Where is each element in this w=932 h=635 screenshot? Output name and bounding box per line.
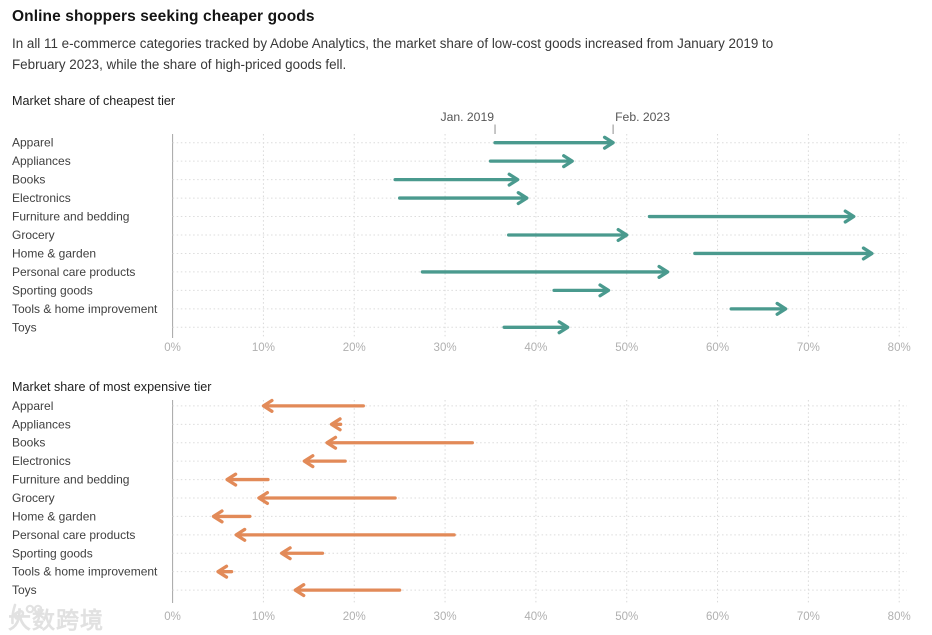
axis-tick-label: 20% — [343, 611, 366, 623]
category-label: Books — [12, 436, 45, 450]
trend-arrow-head — [257, 490, 270, 506]
category-label: Grocery — [12, 228, 55, 242]
axis-tick-label: 10% — [252, 611, 275, 623]
axis-tick-label: 60% — [706, 342, 729, 354]
trend-arrow-head — [516, 191, 529, 206]
trend-arrow-head — [557, 320, 570, 335]
trend-arrow-head — [562, 154, 574, 169]
trend-arrow-head — [302, 454, 315, 469]
chart-title-cheapest-tier: Market share of cheapest tier — [12, 94, 176, 108]
category-label: Sporting goods — [12, 283, 93, 297]
category-label: Home & garden — [12, 246, 96, 260]
category-label: Home & garden — [12, 509, 96, 523]
annotation-label: Jan. 2019 — [440, 110, 494, 124]
axis-tick-label: 80% — [888, 611, 911, 623]
trend-arrow-head — [325, 435, 338, 450]
category-label: Furniture and bedding — [12, 210, 129, 224]
trend-arrow-head — [507, 172, 520, 187]
category-label: Tools & home improvement — [12, 565, 158, 579]
trend-arrow-head — [861, 246, 874, 261]
category-label: Appliances — [12, 417, 71, 431]
axis-tick-label: 40% — [524, 611, 547, 623]
category-label: Apparel — [12, 136, 53, 150]
trend-arrow-head — [211, 509, 224, 524]
category-label: Apparel — [12, 399, 53, 413]
axis-tick-label: 40% — [524, 342, 547, 354]
axis-tick-label: 50% — [615, 342, 638, 354]
trend-arrow-head — [657, 264, 670, 279]
axis-tick-label: 70% — [797, 342, 820, 354]
category-label: Electronics — [12, 191, 71, 205]
page-title: Online shoppers seeking cheaper goods — [12, 8, 315, 25]
trend-arrow-head — [216, 564, 229, 579]
trend-arrow-head — [234, 527, 247, 542]
category-label: Books — [12, 173, 45, 187]
category-label: Grocery — [12, 491, 55, 505]
axis-tick-label: 80% — [888, 342, 911, 354]
trend-arrow-head — [225, 472, 238, 487]
trend-arrow-head — [279, 546, 292, 561]
axis-tick-label: 30% — [434, 342, 457, 354]
category-label: Personal care products — [12, 528, 135, 542]
category-label: Tools & home improvement — [12, 302, 158, 316]
trend-arrow-head — [616, 227, 629, 243]
axis-tick-label: 50% — [615, 611, 638, 623]
category-label: Toys — [12, 320, 37, 334]
category-label: Furniture and bedding — [12, 473, 129, 487]
axis-tick-label: 30% — [434, 611, 457, 623]
trend-arrow-head — [598, 283, 611, 298]
category-label: Appliances — [12, 154, 71, 168]
axis-tick-label: 60% — [706, 611, 729, 623]
axis-tick-label: 0% — [164, 611, 181, 623]
trend-arrow-head — [843, 209, 856, 224]
axis-tick-label: 10% — [252, 342, 275, 354]
axis-tick-label: 20% — [343, 342, 366, 354]
category-label: Electronics — [12, 454, 71, 468]
category-label: Toys — [12, 583, 37, 597]
trend-arrow-head — [329, 417, 342, 432]
trend-arrow-head — [775, 301, 788, 316]
trend-arrow-head — [261, 398, 274, 413]
trend-arrow-head — [602, 135, 615, 150]
trend-arrow-head — [293, 583, 306, 598]
chart-title-most-expensive-tier: Market share of most expensive tier — [12, 380, 212, 394]
annotation-label: Feb. 2023 — [615, 110, 670, 124]
category-label: Sporting goods — [12, 546, 93, 560]
axis-tick-label: 0% — [164, 342, 181, 354]
category-label: Personal care products — [12, 265, 135, 279]
page-subtitle-line-2: February 2023, while the share of high-p… — [12, 57, 347, 72]
page-subtitle-line-1: In all 11 e-commerce categories tracked … — [12, 36, 774, 51]
axis-tick-label: 70% — [797, 611, 820, 623]
